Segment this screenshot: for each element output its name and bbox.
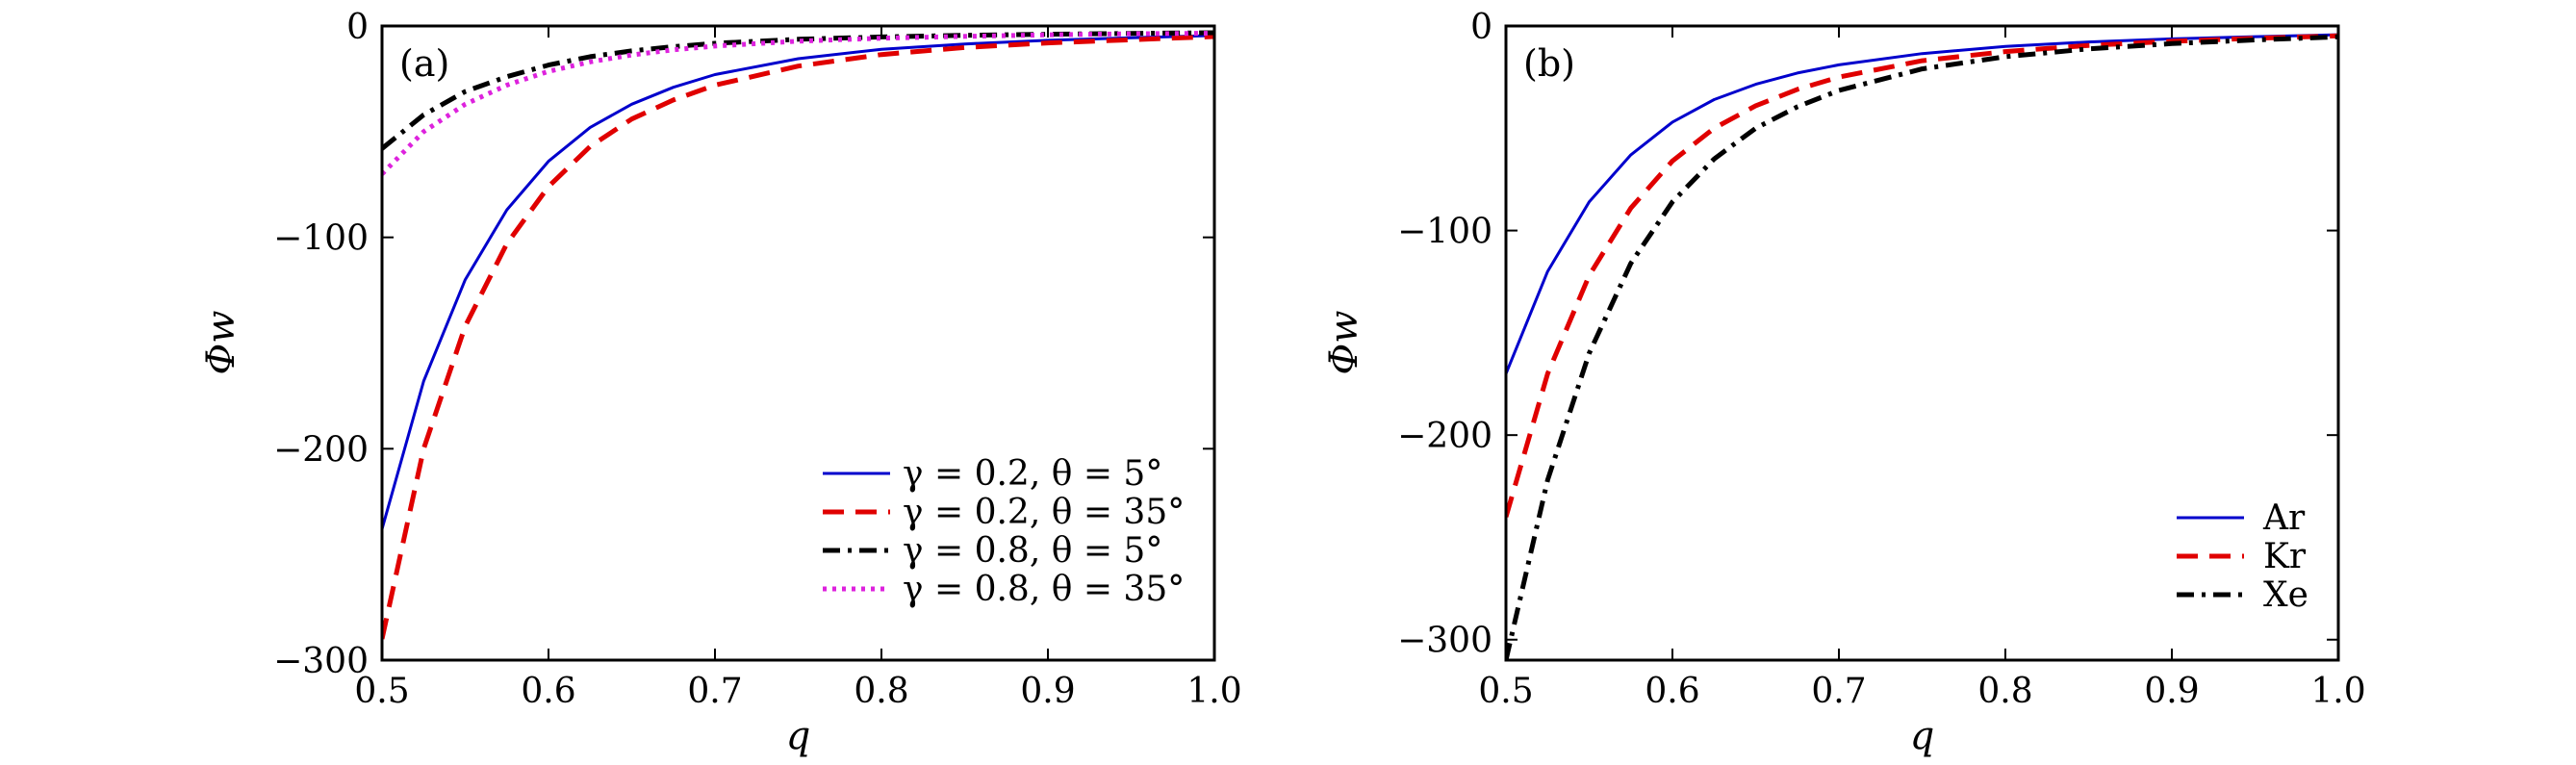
y-axis-label: Φw (199, 310, 243, 374)
y-tick-label: −200 (1397, 417, 1492, 456)
panel-label: (a) (399, 42, 449, 85)
x-tick-label: 0.5 (354, 672, 409, 711)
x-tick-label: 1.0 (2310, 672, 2365, 711)
legend-entry-1: γ = 0.2, θ = 35° (903, 493, 1185, 532)
y-tick-label: −300 (1397, 622, 1492, 661)
series-line-3 (382, 31, 1214, 176)
x-tick-label: 0.7 (1811, 672, 1866, 711)
legend-entry-0: γ = 0.2, θ = 5° (903, 454, 1162, 494)
y-tick-label: −100 (273, 219, 369, 259)
legend-entry-2: γ = 0.8, θ = 5° (903, 531, 1162, 571)
legend-entry-3: γ = 0.8, θ = 35° (903, 570, 1185, 609)
y-axis-label: Φw (1322, 310, 1366, 374)
series-line-1 (1506, 33, 2338, 518)
x-tick-label: 1.0 (1186, 672, 1241, 711)
plot-frame (380, 24, 1216, 662)
series-line-1 (382, 34, 1214, 640)
x-tick-label: 0.6 (1645, 672, 1699, 711)
x-tick-label: 0.8 (1977, 672, 2032, 711)
legend-entry-2: Xe (2263, 575, 2308, 615)
series-line-0 (382, 34, 1214, 530)
plot-frame (1504, 24, 2340, 662)
chart-panel-a: 0.5 0.6 0.7 0.8 0.9 1.0 0 −100 −200 −300 q Φw (a) γ =… (199, 8, 1242, 758)
legend: γ = 0.2, θ = 5°γ = 0.2, θ = 35°γ = 0.8, … (823, 454, 1185, 609)
y-tick-label: −200 (273, 430, 369, 470)
x-axis-label: q (1910, 714, 1935, 758)
x-tick-label: 0.6 (521, 672, 575, 711)
x-tick-label: 0.7 (687, 672, 742, 711)
x-tick-label: 0.9 (1020, 672, 1075, 711)
x-tick-label: 0.8 (854, 672, 908, 711)
y-tick-label: −300 (273, 642, 369, 681)
series-line-2 (1506, 34, 2338, 660)
y-tick-label: 0 (346, 8, 369, 47)
y-tick-label: 0 (1470, 8, 1492, 47)
legend-entry-1: Kr (2263, 537, 2307, 576)
series-line-2 (382, 30, 1214, 151)
chart-panel-b: 0.5 0.6 0.7 0.8 0.9 1.0 0 −100 −200 −300 q Φw (b) ArK… (1322, 8, 2366, 758)
panel-label: (b) (1523, 42, 1575, 85)
x-axis-label: q (786, 714, 811, 758)
series-line-0 (1506, 33, 2338, 374)
x-tick-label: 0.5 (1478, 672, 1533, 711)
x-tick-label: 0.9 (2144, 672, 2199, 711)
y-tick-label: −100 (1397, 213, 1492, 252)
legend-entry-0: Ar (2262, 498, 2306, 538)
